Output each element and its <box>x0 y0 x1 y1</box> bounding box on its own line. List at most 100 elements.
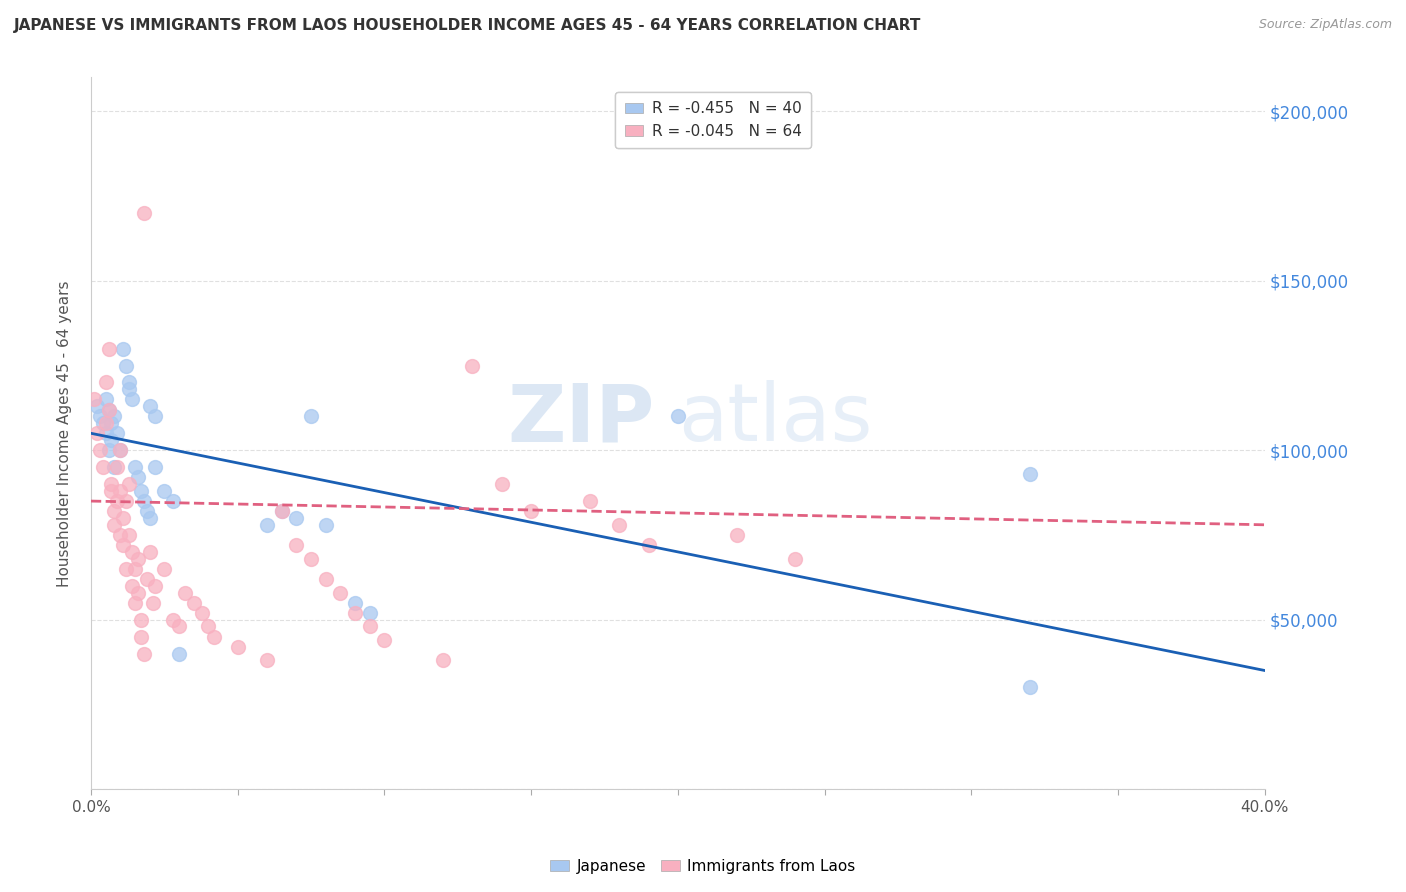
Point <box>315 517 337 532</box>
Point <box>94 376 117 390</box>
Point <box>520 504 543 518</box>
Point <box>135 572 157 586</box>
Point <box>145 579 167 593</box>
Point <box>226 640 249 654</box>
Point <box>135 504 157 518</box>
Point <box>359 619 381 633</box>
Point <box>142 596 165 610</box>
Point <box>153 483 176 498</box>
Legend: Japanese, Immigrants from Laos: Japanese, Immigrants from Laos <box>544 853 862 880</box>
Point <box>118 528 141 542</box>
Point <box>127 551 149 566</box>
Point <box>115 359 138 373</box>
Legend: R = -0.455   N = 40, R = -0.045   N = 64: R = -0.455 N = 40, R = -0.045 N = 64 <box>616 92 811 148</box>
Point <box>112 342 135 356</box>
Point <box>94 426 117 441</box>
Point <box>124 562 146 576</box>
Point <box>121 545 143 559</box>
Point <box>373 633 395 648</box>
Point <box>145 409 167 424</box>
Point <box>344 606 367 620</box>
Point <box>637 538 659 552</box>
Point <box>329 585 352 599</box>
Point <box>105 460 128 475</box>
Point <box>129 483 152 498</box>
Point <box>105 494 128 508</box>
Point <box>491 477 513 491</box>
Point <box>94 392 117 407</box>
Point <box>100 433 122 447</box>
Point <box>100 483 122 498</box>
Point <box>138 399 160 413</box>
Point <box>1019 467 1042 481</box>
Y-axis label: Householder Income Ages 45 - 64 years: Householder Income Ages 45 - 64 years <box>58 280 72 587</box>
Point <box>91 460 114 475</box>
Point <box>97 402 120 417</box>
Point <box>191 606 214 620</box>
Point <box>91 416 114 430</box>
Point <box>167 647 190 661</box>
Point <box>299 551 322 566</box>
Point <box>103 517 125 532</box>
Point <box>183 596 205 610</box>
Point <box>359 606 381 620</box>
Point <box>1019 681 1042 695</box>
Text: JAPANESE VS IMMIGRANTS FROM LAOS HOUSEHOLDER INCOME AGES 45 - 64 YEARS CORRELATI: JAPANESE VS IMMIGRANTS FROM LAOS HOUSEHO… <box>14 18 921 33</box>
Point <box>344 596 367 610</box>
Point <box>785 551 807 566</box>
Point <box>285 511 308 525</box>
Point <box>118 382 141 396</box>
Point <box>121 392 143 407</box>
Point <box>118 376 141 390</box>
Point <box>132 494 155 508</box>
Point <box>138 511 160 525</box>
Point <box>153 562 176 576</box>
Point <box>110 483 132 498</box>
Point <box>173 585 195 599</box>
Point <box>94 416 117 430</box>
Point <box>118 477 141 491</box>
Point <box>315 572 337 586</box>
Point <box>197 619 219 633</box>
Point <box>97 342 120 356</box>
Point <box>115 494 138 508</box>
Text: Source: ZipAtlas.com: Source: ZipAtlas.com <box>1258 18 1392 31</box>
Point <box>97 443 120 458</box>
Point <box>112 511 135 525</box>
Point <box>124 596 146 610</box>
Point <box>103 409 125 424</box>
Point <box>110 443 132 458</box>
Point <box>725 528 748 542</box>
Point <box>129 630 152 644</box>
Point <box>202 630 225 644</box>
Point <box>132 647 155 661</box>
Point <box>89 443 111 458</box>
Point <box>138 545 160 559</box>
Point <box>461 359 484 373</box>
Point <box>666 409 689 424</box>
Point <box>115 562 138 576</box>
Point <box>97 402 120 417</box>
Point <box>299 409 322 424</box>
Point <box>100 477 122 491</box>
Point <box>162 494 184 508</box>
Point <box>145 460 167 475</box>
Point <box>127 470 149 484</box>
Point <box>256 653 278 667</box>
Point <box>270 504 292 518</box>
Point <box>579 494 602 508</box>
Point <box>110 528 132 542</box>
Point <box>167 619 190 633</box>
Point <box>285 538 308 552</box>
Point <box>132 206 155 220</box>
Point <box>83 392 105 407</box>
Point <box>100 416 122 430</box>
Point <box>86 399 108 413</box>
Point <box>270 504 292 518</box>
Point <box>103 460 125 475</box>
Point <box>127 585 149 599</box>
Point <box>105 426 128 441</box>
Text: atlas: atlas <box>678 380 872 458</box>
Text: ZIP: ZIP <box>508 380 654 458</box>
Point <box>103 504 125 518</box>
